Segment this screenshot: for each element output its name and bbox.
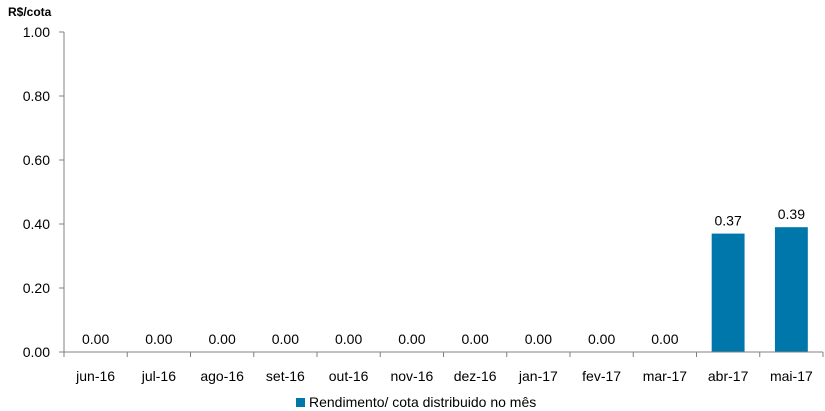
data-label-jan-17: 0.00 [525,331,552,347]
data-label-jun-16: 0.00 [82,331,109,347]
y-tick-label: 0.20 [23,280,50,296]
x-tick-label-nov-16: nov-16 [390,368,433,384]
y-tick-label: 0.80 [23,88,50,104]
bar-abr-17 [711,233,745,352]
x-tick-label-fev-17: fev-17 [582,368,621,384]
data-label-out-16: 0.00 [335,331,362,347]
y-tick-label: 1.00 [23,24,50,40]
x-tick-label-abr-17: abr-17 [708,368,749,384]
data-label-dez-16: 0.00 [462,331,489,347]
x-tick-label-mai-17: mai-17 [770,368,813,384]
data-label-mai-17: 0.39 [778,206,805,222]
y-tick-label: 0.40 [23,216,50,232]
data-label-fev-17: 0.00 [588,331,615,347]
y-axis-ticks: 0.00 0.20 0.40 0.60 0.80 1.00 [23,24,64,360]
data-label-nov-16: 0.00 [398,331,425,347]
data-label-ago-16: 0.00 [209,331,236,347]
x-tick-label-jan-17: jan-17 [518,368,558,384]
y-tick-label: 0.00 [23,344,50,360]
data-label-mar-17: 0.00 [651,331,678,347]
x-tick-label-ago-16: ago-16 [200,368,244,384]
bars-group [711,227,808,352]
legend-label: Rendimento/ cota distribuido no mês [309,394,536,410]
data-labels-group: 0.00 0.00 0.00 0.00 0.00 0.00 0.00 0.00 0.00 0.00… [82,206,805,347]
x-tick-label-mar-17: mar-17 [643,368,688,384]
bar-mai-17 [774,227,808,352]
x-tick-label-jun-16: jun-16 [75,368,115,384]
y-tick-label: 0.60 [23,152,50,168]
data-label-jul-16: 0.00 [145,331,172,347]
x-tick-label-jul-16: jul-16 [141,368,176,384]
x-tick-label-out-16: out-16 [329,368,369,384]
x-tick-label-dez-16: dez-16 [454,368,497,384]
data-label-abr-17: 0.37 [715,213,742,229]
legend: Rendimento/ cota distribuido no mês [296,394,536,410]
legend-swatch [296,398,305,407]
data-label-set-16: 0.00 [272,331,299,347]
y-axis-unit-label: R$/cota [8,5,52,19]
x-axis-ticks: jun-16 jul-16 ago-16 set-16 out-16 nov-16 dez-… [63,352,824,384]
x-tick-label-set-16: set-16 [266,368,305,384]
